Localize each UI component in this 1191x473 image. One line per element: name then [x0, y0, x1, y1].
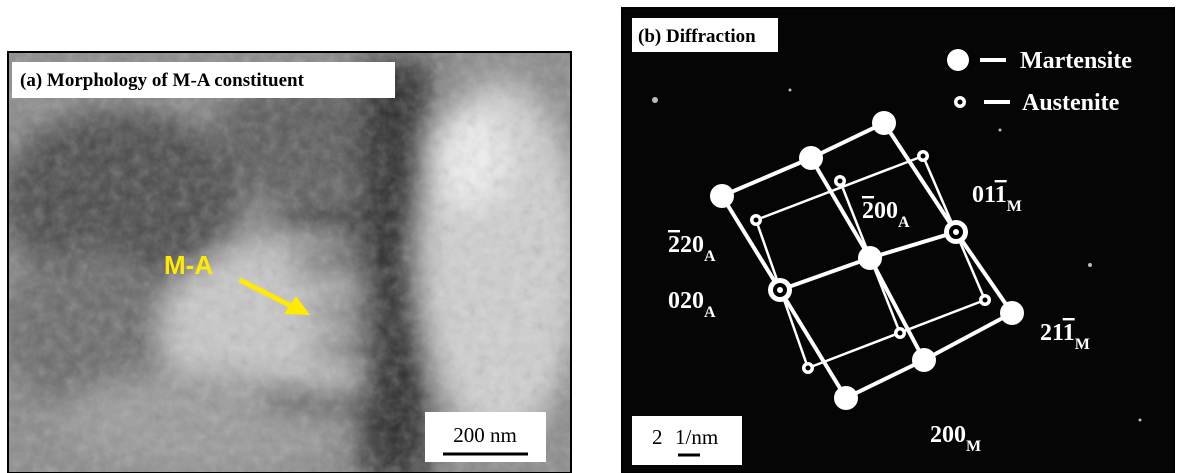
index-digits: 20 [680, 232, 704, 258]
index-digits: 2 [862, 198, 874, 224]
scale-label: 200 nm [453, 423, 517, 447]
index-subscript: A [704, 248, 716, 265]
panel-title: (b) Diffraction [638, 26, 756, 47]
index-digits: 01 [972, 182, 995, 208]
index-subscript: M [1075, 336, 1090, 353]
tem-image [0, 52, 580, 473]
index-subscript: M [966, 438, 981, 455]
annotation: M-A [164, 250, 213, 280]
scale-label: 1/nm [675, 425, 718, 449]
index-digits: 21 [1040, 320, 1063, 346]
legend-symbol [947, 49, 969, 71]
panel-title: (a) Morphology of M-A constituent [20, 70, 305, 91]
index-digits: 1 [1063, 320, 1075, 346]
index-digits: 00 [874, 198, 898, 224]
index-subscript: A [704, 304, 716, 321]
index-digits: 020 [668, 288, 704, 314]
figure: (a) Morphology of M-A constituent M-A 20… [0, 0, 1191, 473]
index-subscript: M [1007, 198, 1022, 215]
index-digits: 200 [930, 422, 966, 448]
legend-label: Martensite [1020, 48, 1132, 74]
index-digits: 1 [995, 182, 1007, 208]
legend-symbol [958, 100, 963, 105]
index-digits: 2 [668, 232, 680, 258]
legend-label: Austenite [1022, 90, 1120, 116]
diffraction-image [622, 8, 1174, 473]
scale-label: 2 [652, 425, 663, 449]
index-subscript: A [898, 214, 910, 231]
